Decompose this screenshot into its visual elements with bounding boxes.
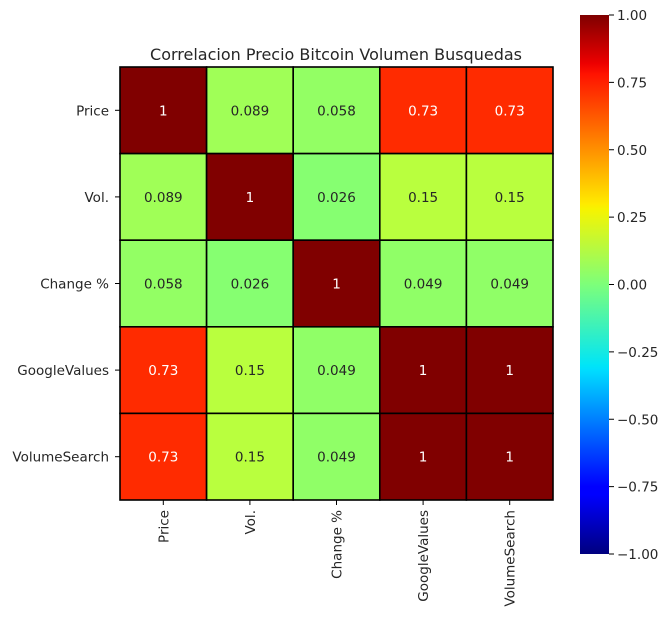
x-tick-label: Price [156, 510, 172, 543]
colorbar-tick-label: −1.00 [617, 547, 658, 563]
cell-value-label: 0.049 [317, 450, 356, 466]
heatmap-cells [119, 66, 554, 501]
cell-value-label: 0.15 [495, 190, 525, 206]
cell-value-label: 0.026 [231, 277, 270, 293]
heatmap-cell [292, 325, 381, 415]
cell-value-label: 0.73 [148, 450, 178, 466]
y-tick-label: Vol. [85, 190, 110, 206]
heatmap-cell [465, 152, 554, 242]
colorbar-tick-label: 0.00 [617, 278, 647, 294]
x-tick-label: Change % [330, 510, 346, 579]
cell-value-label: 1 [505, 450, 514, 466]
heatmap-cell [205, 239, 295, 328]
cell-value-label: 0.089 [231, 103, 270, 119]
heatmap-cell [292, 152, 381, 242]
cell-value-label: 0.049 [317, 363, 356, 379]
cell-value-label: 0.058 [317, 103, 356, 119]
cell-value-label: 0.15 [408, 190, 438, 206]
cell-value-label: 1 [332, 277, 341, 293]
cell-value-label: 0.049 [404, 277, 443, 293]
x-tick-labels: Price Vol. Change % GoogleValues VolumeSearc… [156, 500, 519, 607]
x-tick-label: GoogleValues [416, 510, 432, 602]
heatmap-cell-labels: 1 0.089 0.058 0.73 0.73 0.089 1 0.026 0.15 0.15 0.… [144, 103, 529, 465]
heatmap-cell [119, 66, 208, 155]
heatmap-cell [465, 412, 554, 501]
y-tick-label: Price [76, 103, 109, 119]
heatmap-cell [292, 412, 381, 501]
heatmap-cell [378, 239, 468, 328]
cell-value-label: 0.049 [490, 277, 529, 293]
cell-value-label: 0.73 [148, 363, 178, 379]
chart-title: Correlacion Precio Bitcoin Volumen Busqu… [150, 45, 522, 64]
heatmap-cell [205, 66, 295, 155]
heatmap-cell [292, 66, 381, 155]
x-tick-label: Vol. [243, 510, 259, 535]
cell-value-label: 0.15 [235, 363, 265, 379]
colorbar-tick-label: 1.00 [617, 8, 647, 24]
heatmap-cell [465, 325, 554, 415]
colorbar-gradient [580, 15, 609, 554]
colorbar-tick-label: −0.50 [617, 412, 658, 428]
heatmap-cell [378, 325, 468, 415]
heatmap-cell [119, 412, 208, 501]
y-tick-label: Change % [40, 277, 109, 293]
cell-value-label: 1 [159, 103, 168, 119]
heatmap-cell [205, 325, 295, 415]
heatmap-cell [205, 412, 295, 501]
cell-value-label: 1 [419, 450, 428, 466]
colorbar-tick-label: 0.75 [617, 75, 647, 91]
cell-value-label: 1 [246, 190, 255, 206]
colorbar-tick-label: 0.50 [617, 143, 647, 159]
cell-value-label: 0.73 [495, 103, 525, 119]
cell-value-label: 1 [505, 363, 514, 379]
colorbar: 1.00 0.75 0.50 0.25 0.00 −0.25 −0.50 −0.75 −1.00 [580, 8, 658, 563]
cell-value-label: 0.058 [144, 277, 183, 293]
y-tick-label: GoogleValues [17, 363, 109, 379]
x-tick-label: VolumeSearch [503, 510, 519, 607]
cell-value-label: 0.089 [144, 190, 183, 206]
y-tick-labels: Price Vol. Change % GoogleValues VolumeSearc… [12, 103, 120, 466]
y-tick-label: VolumeSearch [12, 450, 109, 466]
cell-value-label: 0.73 [408, 103, 438, 119]
colorbar-tick-label: 0.25 [617, 210, 647, 226]
colorbar-ticks: 1.00 0.75 0.50 0.25 0.00 −0.25 −0.50 −0.75 −1.00 [609, 8, 658, 563]
colorbar-tick-label: −0.75 [617, 480, 658, 496]
cell-value-label: 1 [419, 363, 428, 379]
cell-value-label: 0.026 [317, 190, 356, 206]
colorbar-tick-label: −0.25 [617, 345, 658, 361]
cell-value-label: 0.15 [235, 450, 265, 466]
